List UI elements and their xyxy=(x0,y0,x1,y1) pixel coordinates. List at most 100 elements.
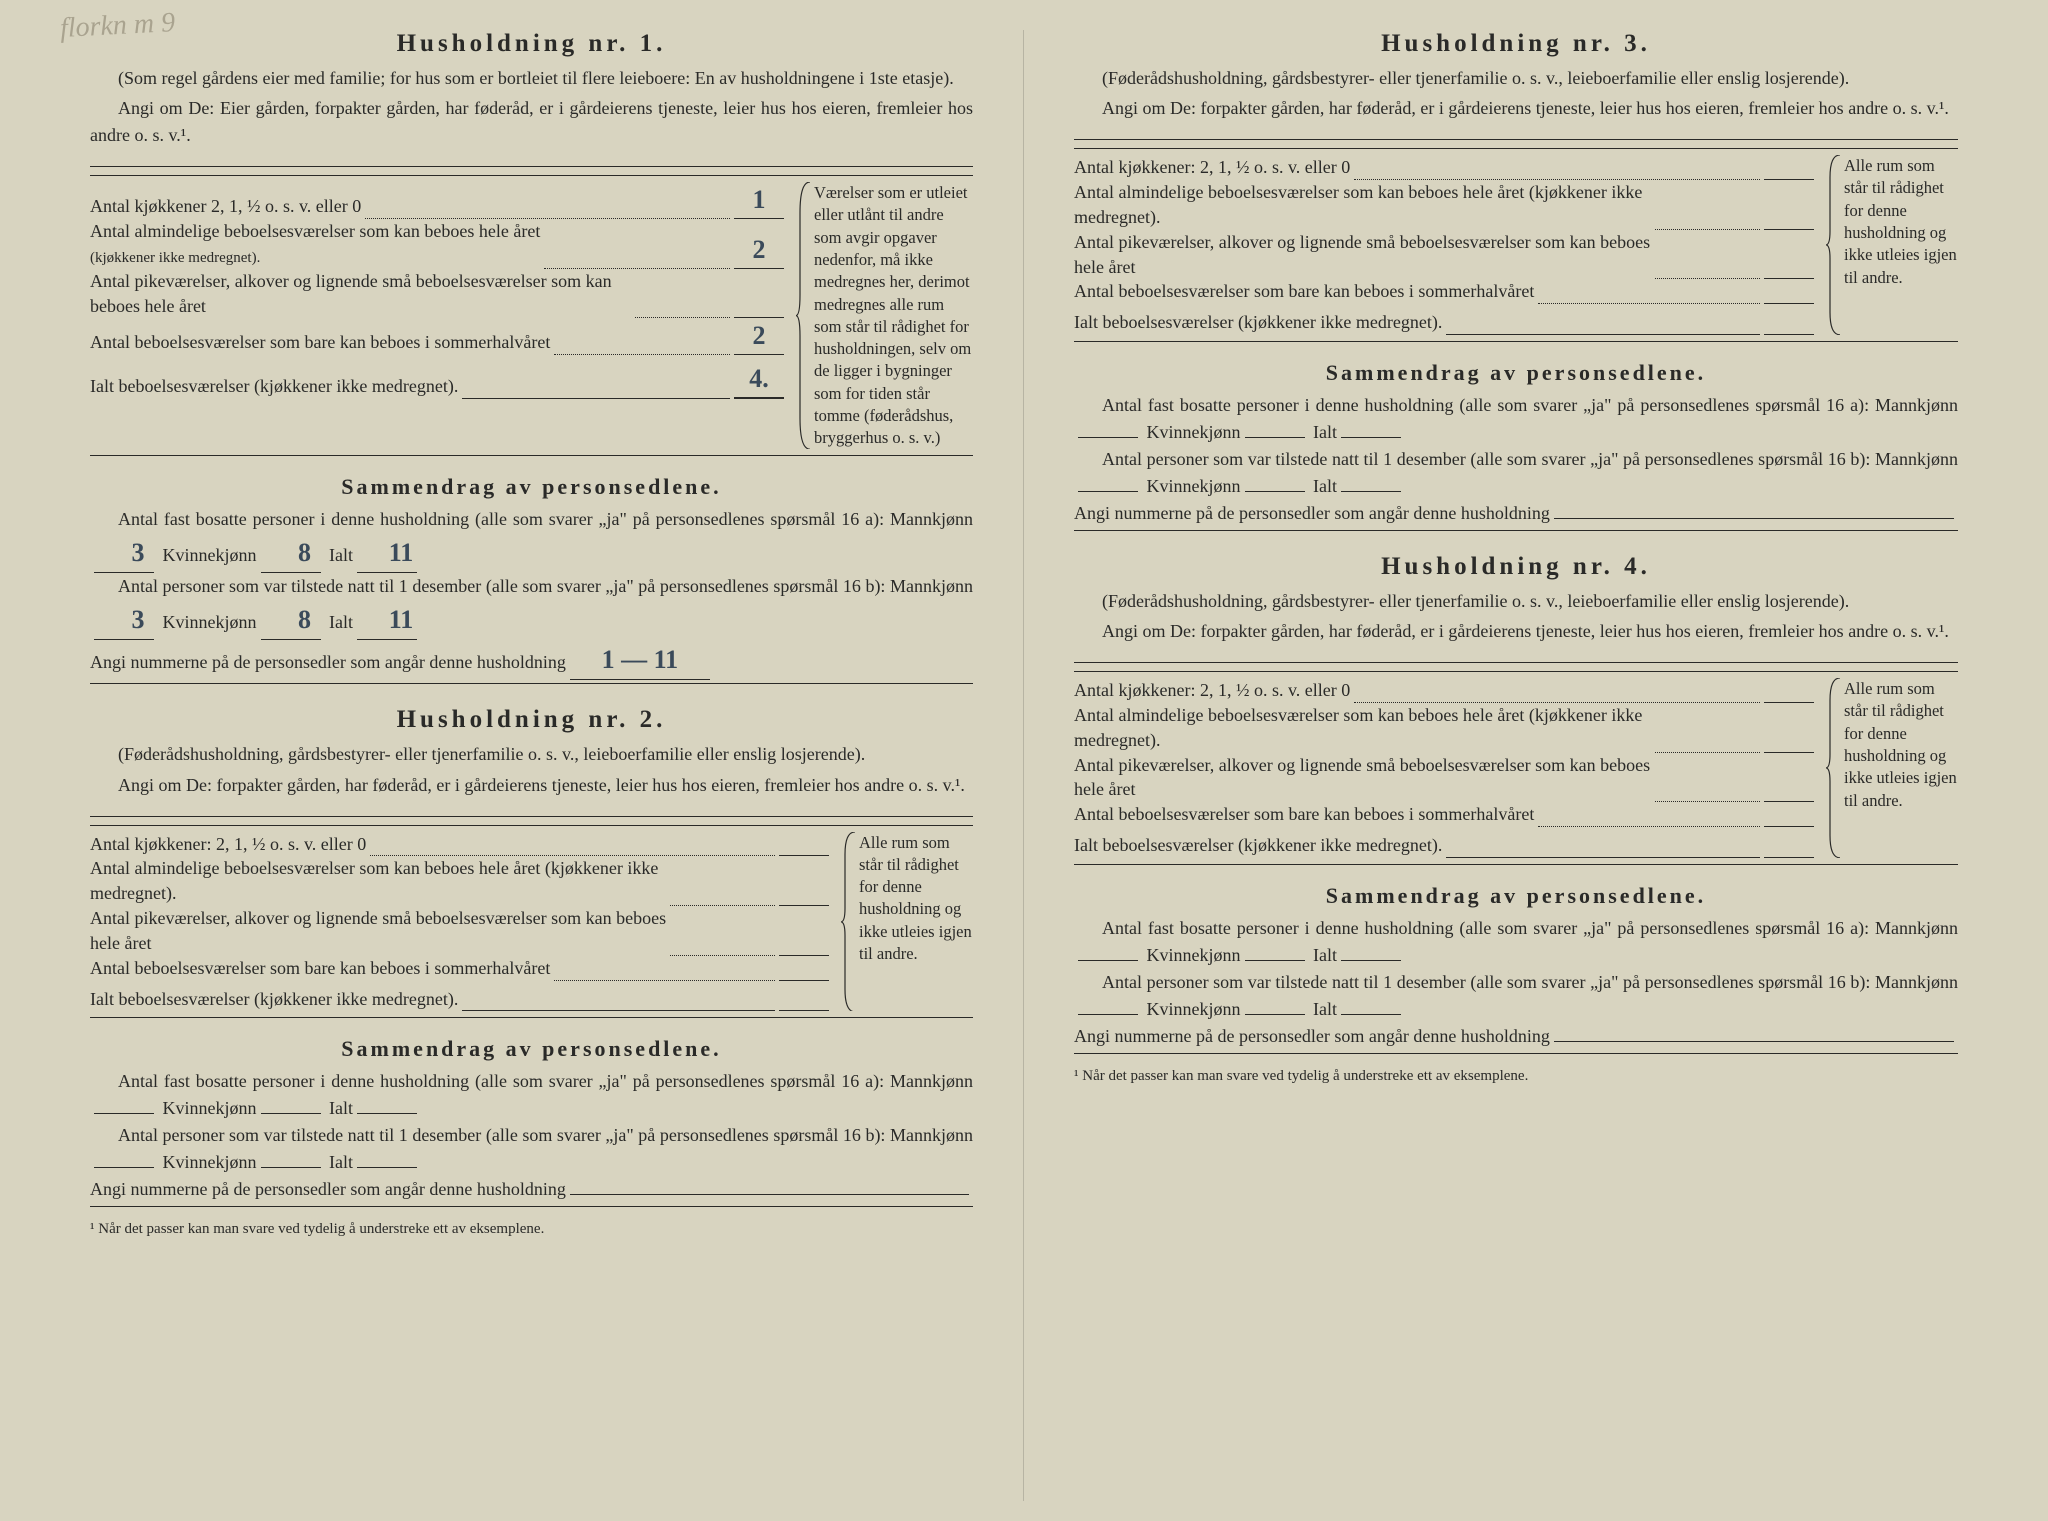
hh4-kjokken-val xyxy=(1764,702,1814,703)
hh4-intro: (Føderådshusholdning, gårdsbestyrer- ell… xyxy=(1074,589,1958,614)
hh4-pike-label: Antal pikeværelser, alkover og lignende … xyxy=(1074,753,1651,803)
right-page: Husholdning nr. 3. (Føderådshusholdning,… xyxy=(1024,30,2008,1501)
brace-icon xyxy=(841,832,857,1012)
brace-icon xyxy=(796,182,812,449)
hh2-kvinne2 xyxy=(261,1167,321,1168)
hh2-ialt-val xyxy=(779,1010,829,1011)
left-page: florkn m 9 Husholdning nr. 1. (Som regel… xyxy=(40,30,1024,1501)
hh1-samm-title: Sammendrag av personsedlene. xyxy=(90,474,973,500)
hh2-kjokken-val xyxy=(779,855,829,856)
hh4-ialt-val xyxy=(1764,857,1814,858)
hh4-rooms: Antal kjøkkener: 2, 1, ½ o. s. v. eller … xyxy=(1074,671,1958,865)
hh2-sidenote: Alle rum som står til rådighet for denne… xyxy=(843,832,973,1012)
hh4-samm-line2: Antal personer som var tilstede natt til… xyxy=(1074,969,1958,1023)
hh4-numrene-val xyxy=(1554,1024,1954,1042)
hh3-sommer-label: Antal beboelsesværelser som bare kan beb… xyxy=(1074,279,1534,304)
hh4-kjokken-label: Antal kjøkkener: 2, 1, ½ o. s. v. eller … xyxy=(1074,678,1350,703)
hh3-angi: Angi om De: forpakter gården, har føderå… xyxy=(1074,95,1958,122)
hh2-pike-label: Antal pikeværelser, alkover og lignende … xyxy=(90,906,666,956)
hh2-mann2 xyxy=(94,1167,154,1168)
hh1-numrene-label: Angi nummerne på de personsedler som ang… xyxy=(90,649,566,676)
hh4-angi: Angi om De: forpakter gården, har føderå… xyxy=(1074,618,1958,645)
hh2-alm-val xyxy=(779,905,829,906)
hh4-numrene-label: Angi nummerne på de personsedler som ang… xyxy=(1074,1023,1550,1050)
hh4-mann2 xyxy=(1078,1014,1138,1015)
hh3-kjokken-val xyxy=(1764,179,1814,180)
hh3-kjokken-label: Antal kjøkkener: 2, 1, ½ o. s. v. eller … xyxy=(1074,155,1350,180)
hh4-mann xyxy=(1078,960,1138,961)
hh2-angi: Angi om De: forpakter gården, har føderå… xyxy=(90,772,973,799)
hh3-alm-val xyxy=(1764,229,1814,230)
hh1-intro: (Som regel gårdens eier med familie; for… xyxy=(90,66,973,91)
hh2-numrene-val xyxy=(570,1177,969,1195)
hh3-numrene-val xyxy=(1554,501,1954,519)
hh4-alm-val xyxy=(1764,752,1814,753)
footnote-left: ¹ Når det passer kan man svare ved tydel… xyxy=(90,1217,973,1238)
household-2: Husholdning nr. 2. (Føderådshusholdning,… xyxy=(90,706,973,1238)
hh2-title: Husholdning nr. 2. xyxy=(90,706,973,734)
household-1: Husholdning nr. 1. (Som regel gårdens ei… xyxy=(90,30,973,684)
hh3-sommer-val xyxy=(1764,303,1814,304)
hh3-samm-line2: Antal personer som var tilstede natt til… xyxy=(1074,446,1958,500)
hh1-mann: 3 xyxy=(94,533,154,573)
hh1-rooms: Antal kjøkkener 2, 1, ½ o. s. v. eller 0… xyxy=(90,175,973,456)
hh1-sommer-val: 2 xyxy=(734,318,784,355)
footnote-right: ¹ Når det passer kan man svare ved tydel… xyxy=(1074,1064,1958,1085)
hh1-sommer-label: Antal beboelsesværelser som bare kan beb… xyxy=(90,330,550,355)
hh3-numrene-label: Angi nummerne på de personsedler som ang… xyxy=(1074,500,1550,527)
hh1-samm-line1: Antal fast bosatte personer i denne hush… xyxy=(90,506,973,573)
hh3-kvinne2 xyxy=(1245,491,1305,492)
brace-icon xyxy=(1826,155,1842,335)
hh1-kjokken-label: Antal kjøkkener 2, 1, ½ o. s. v. eller 0 xyxy=(90,194,361,219)
hh3-mann xyxy=(1078,437,1138,438)
pencil-annotation: florkn m 9 xyxy=(59,7,176,45)
hh3-pike-val xyxy=(1764,278,1814,279)
hh2-pike-val xyxy=(779,955,829,956)
hh2-samm-title: Sammendrag av personsedlene. xyxy=(90,1036,973,1062)
hh1-ialt2: 11 xyxy=(357,600,417,640)
hh1-angi: Angi om De: Eier gården, forpakter gårde… xyxy=(90,95,973,149)
hh4-samm-line1: Antal fast bosatte personer i denne hush… xyxy=(1074,915,1958,969)
hh2-mann xyxy=(94,1113,154,1114)
hh3-alm-label: Antal almindelige beboelsesværelser som … xyxy=(1074,180,1651,230)
hh1-samm-line2: Antal personer som var tilstede natt til… xyxy=(90,573,973,640)
hh1-ialt: 11 xyxy=(357,533,417,573)
hh2-intro: (Føderådshusholdning, gårdsbestyrer- ell… xyxy=(90,742,973,767)
hh4-ialt xyxy=(1341,960,1401,961)
hh1-alm-label: Antal almindelige beboelsesværelser som … xyxy=(90,221,540,241)
hh2-kvinne xyxy=(261,1113,321,1114)
hh2-samm-line2: Antal personer som var tilstede natt til… xyxy=(90,1122,973,1176)
hh3-mann2 xyxy=(1078,491,1138,492)
hh4-samm-title: Sammendrag av personsedlene. xyxy=(1074,883,1958,909)
hh1-alm-val: 2 xyxy=(734,232,784,269)
hh3-kvinne xyxy=(1245,437,1305,438)
hh3-samm-title: Sammendrag av personsedlene. xyxy=(1074,360,1958,386)
hh3-ialt xyxy=(1341,437,1401,438)
hh3-intro: (Føderådshusholdning, gårdsbestyrer- ell… xyxy=(1074,66,1958,91)
hh2-sommer-val xyxy=(779,980,829,981)
hh2-rooms: Antal kjøkkener: 2, 1, ½ o. s. v. eller … xyxy=(90,825,973,1019)
hh2-ialt2 xyxy=(357,1167,417,1168)
hh2-numrene-label: Angi nummerne på de personsedler som ang… xyxy=(90,1176,566,1203)
hh2-sommer-label: Antal beboelsesværelser som bare kan beb… xyxy=(90,956,550,981)
hh1-kjokken-val: 1 xyxy=(734,182,784,219)
hh4-kvinne2 xyxy=(1245,1014,1305,1015)
hh1-kvinne2: 8 xyxy=(261,600,321,640)
hh3-pike-label: Antal pikeværelser, alkover og lignende … xyxy=(1074,230,1651,280)
hh4-sidenote: Alle rum som står til rådighet for denne… xyxy=(1828,678,1958,858)
hh3-rooms: Antal kjøkkener: 2, 1, ½ o. s. v. eller … xyxy=(1074,148,1958,342)
hh4-pike-val xyxy=(1764,801,1814,802)
hh2-kjokken-label: Antal kjøkkener: 2, 1, ½ o. s. v. eller … xyxy=(90,832,366,857)
hh3-ialt2 xyxy=(1341,491,1401,492)
hh1-alm-sub: (kjøkkener ikke medregnet). xyxy=(90,250,260,266)
hh1-ialt-val: 4. xyxy=(734,361,784,399)
hh4-title: Husholdning nr. 4. xyxy=(1074,553,1958,581)
hh3-title: Husholdning nr. 3. xyxy=(1074,30,1958,58)
hh2-samm-line1: Antal fast bosatte personer i denne hush… xyxy=(90,1068,973,1122)
hh3-samm-line1: Antal fast bosatte personer i denne hush… xyxy=(1074,392,1958,446)
hh3-sidenote: Alle rum som står til rådighet for denne… xyxy=(1828,155,1958,335)
hh2-ialt-label: Ialt beboelsesværelser (kjøkkener ikke m… xyxy=(90,987,458,1012)
hh4-ialt-label: Ialt beboelsesværelser (kjøkkener ikke m… xyxy=(1074,833,1442,858)
hh4-kvinne xyxy=(1245,960,1305,961)
hh4-sommer-label: Antal beboelsesværelser som bare kan beb… xyxy=(1074,802,1534,827)
